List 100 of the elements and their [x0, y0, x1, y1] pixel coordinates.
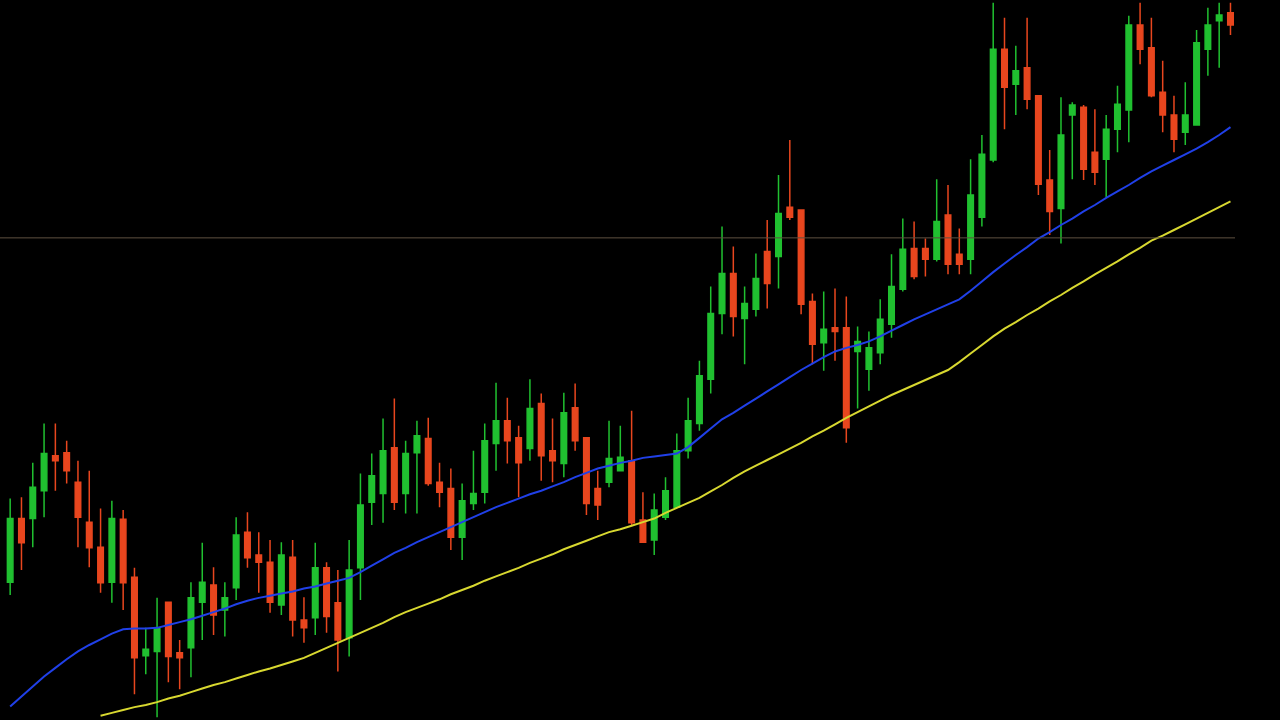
candlestick: [774, 174, 783, 290]
candlestick: [503, 397, 511, 465]
candlestick: [108, 499, 116, 604]
candlestick: [1034, 94, 1042, 196]
candlestick: [74, 459, 82, 548]
candlestick: [650, 492, 658, 556]
candlestick: [684, 397, 692, 460]
candlestick: [865, 330, 873, 392]
candlestick: [300, 596, 308, 644]
candlestick: [1136, 2, 1144, 66]
candlestick: [605, 419, 613, 488]
candlestick: [1080, 104, 1088, 181]
candlestick: [1204, 7, 1212, 77]
candlestick: [311, 542, 319, 636]
candlestick: [1046, 149, 1054, 236]
candlestick: [469, 449, 477, 511]
candlestick: [402, 439, 410, 515]
candlestick: [1091, 108, 1099, 186]
candlestick: [40, 422, 48, 518]
candlestick: [695, 359, 703, 432]
candlestick: [413, 419, 421, 515]
candlestick: [51, 422, 59, 492]
candlestick: [741, 285, 749, 366]
candlestick: [967, 158, 975, 276]
candlestick: [955, 227, 963, 276]
candlestick: [334, 569, 342, 673]
candlestick: [673, 432, 681, 508]
candlestick: [1147, 17, 1155, 98]
candlestick: [978, 134, 986, 228]
candlestick: [176, 639, 184, 691]
candlestick: [854, 325, 862, 410]
candlestick: [729, 245, 737, 338]
candlestick: [142, 627, 150, 676]
candlestick: [797, 209, 805, 316]
candlestick: [29, 462, 37, 548]
candlestick: [571, 382, 579, 452]
candlestick: [752, 252, 760, 318]
candlestick: [899, 217, 907, 293]
candlestick: [1113, 84, 1122, 153]
candlestick: [876, 298, 884, 366]
candlestick: [842, 295, 850, 444]
candlestick: [1102, 114, 1110, 198]
candlestick: [989, 2, 997, 163]
candlestick: [379, 417, 387, 524]
candlestick: [447, 467, 455, 551]
candlestick: [763, 219, 771, 310]
candlestick: [718, 225, 726, 336]
candlestick: [458, 482, 466, 561]
candlestick: [526, 378, 534, 462]
candlestick: [289, 539, 297, 638]
candlestick: [921, 237, 929, 278]
candlestick: [910, 220, 918, 281]
candlestick: [356, 472, 364, 601]
candlestick: [85, 469, 93, 568]
candlestick: [662, 476, 670, 521]
candlestick: [345, 539, 353, 658]
candlestick: [164, 601, 172, 683]
candlestick: [537, 392, 545, 482]
candlestick: [1012, 44, 1020, 116]
candlestick: [582, 437, 590, 516]
candlestick: [323, 561, 331, 634]
candlestick: [424, 417, 432, 487]
candlestick: [549, 417, 557, 483]
candlestick: [17, 496, 25, 571]
candlestick: [1226, 2, 1234, 36]
candlestick: [119, 509, 127, 611]
candlestick: [187, 581, 195, 678]
candlestick: [1215, 2, 1223, 69]
candlestick: [1000, 17, 1009, 131]
candlestick: [1181, 81, 1189, 146]
candlestick: [130, 567, 138, 696]
candlestick: [277, 541, 285, 616]
candlestick: [368, 452, 376, 526]
candlestick: [243, 511, 251, 569]
candlestick: [820, 290, 828, 372]
candlestick: [255, 531, 263, 594]
candlestick: [831, 287, 839, 362]
candlestick: [232, 516, 240, 601]
candlestick: [628, 409, 636, 526]
candlestick: [436, 462, 444, 508]
candlestick: [933, 178, 941, 263]
candlestick: [481, 422, 489, 505]
candlestick: [6, 497, 14, 596]
candlestick: [97, 507, 105, 594]
candlestick: [210, 566, 218, 636]
candlestick: [616, 424, 624, 472]
candlestick: [887, 253, 896, 339]
candlestick: [63, 439, 71, 485]
candlestick: [1159, 59, 1167, 133]
candlestick: [1170, 94, 1178, 153]
candlestick: [560, 392, 568, 478]
candlestick: [515, 424, 523, 498]
candlestick: [786, 139, 794, 221]
candlestick: [266, 539, 274, 614]
candlestick: [944, 184, 952, 276]
candlestick: [1068, 101, 1076, 181]
candlestick: [1125, 14, 1133, 143]
candlestick: [153, 597, 161, 718]
candlestick: [492, 382, 500, 472]
candlestick: [594, 469, 602, 521]
